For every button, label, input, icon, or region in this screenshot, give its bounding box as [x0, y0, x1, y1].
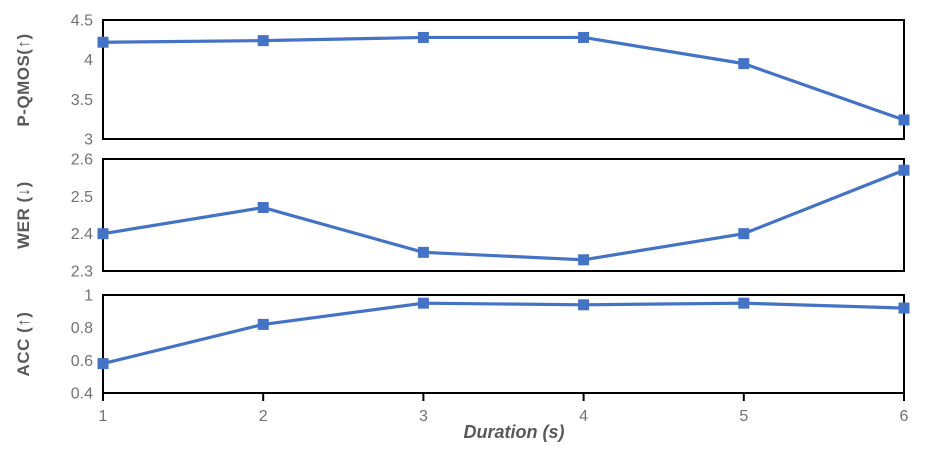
marker-acc [578, 299, 590, 311]
y-tick-label-wer: 2.5 [71, 189, 93, 206]
marker-wer [257, 202, 269, 214]
y-tick-label-acc: 1 [84, 288, 93, 305]
marker-wer [738, 228, 750, 240]
subplot-frame-wer [102, 158, 905, 272]
marker-p-qmos [738, 58, 750, 70]
marker-wer [97, 228, 109, 240]
x-tick-label: 4 [579, 408, 588, 425]
marker-p-qmos [417, 31, 429, 43]
subplot-frame-p-qmos [102, 19, 905, 140]
x-tick-label: 3 [419, 408, 428, 425]
line-series-acc [101, 301, 906, 366]
y-tick-label-wer: 2.3 [71, 264, 93, 281]
y-tick-label-wer: 2.4 [71, 226, 93, 243]
line-series-p-qmos [101, 35, 906, 122]
x-tick-label: 5 [739, 408, 748, 425]
y-tick-label-p-qmos: 3.5 [71, 92, 93, 109]
x-tick-label: 6 [900, 408, 909, 425]
y-tick-label-acc: 0.8 [71, 320, 93, 337]
y-tick-label-p-qmos: 4.5 [71, 13, 93, 30]
marker-wer [898, 164, 910, 176]
marker-acc [257, 318, 269, 330]
y-tick-label-p-qmos: 3 [84, 132, 93, 149]
y-tick-label-acc: 0.4 [71, 386, 93, 403]
marker-acc [898, 302, 910, 314]
marker-p-qmos [97, 36, 109, 48]
x-tick-label: 1 [99, 408, 108, 425]
marker-wer [417, 246, 429, 258]
marker-acc [417, 297, 429, 309]
marker-p-qmos [898, 114, 910, 126]
x-tick-label: 2 [259, 408, 268, 425]
marker-p-qmos [257, 35, 269, 47]
marker-wer [578, 254, 590, 266]
y-tick-label-acc: 0.6 [71, 353, 93, 370]
y-axis-label-acc: ACC (↑) [14, 311, 33, 377]
line-series-wer [101, 168, 906, 262]
y-tick-label-p-qmos: 4 [84, 52, 93, 69]
y-tick-label-wer: 2.6 [71, 152, 93, 169]
marker-acc [738, 297, 750, 309]
marker-acc [97, 358, 109, 370]
x-axis-label: Duration (s) [463, 422, 565, 442]
subplot-frame-acc [102, 294, 905, 394]
marker-p-qmos [578, 31, 590, 43]
